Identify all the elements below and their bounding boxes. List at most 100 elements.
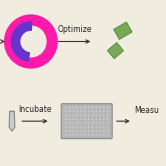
Circle shape — [76, 110, 78, 112]
Circle shape — [91, 107, 93, 109]
Circle shape — [80, 134, 82, 136]
Text: Optimize: Optimize — [57, 25, 92, 34]
Circle shape — [65, 126, 67, 128]
Circle shape — [99, 126, 101, 128]
Circle shape — [76, 122, 78, 124]
FancyBboxPatch shape — [61, 104, 112, 139]
Circle shape — [76, 114, 78, 116]
Circle shape — [72, 134, 74, 136]
Circle shape — [84, 130, 86, 132]
Circle shape — [107, 134, 109, 136]
Circle shape — [72, 110, 74, 112]
Circle shape — [72, 118, 74, 120]
Circle shape — [65, 114, 67, 116]
Circle shape — [72, 114, 74, 116]
Circle shape — [107, 114, 109, 116]
Circle shape — [88, 134, 90, 136]
Circle shape — [80, 107, 82, 109]
Circle shape — [95, 122, 97, 124]
Circle shape — [72, 122, 74, 124]
Circle shape — [76, 118, 78, 120]
Circle shape — [103, 107, 105, 109]
Circle shape — [69, 118, 71, 120]
Circle shape — [84, 134, 86, 136]
Text: Measu: Measu — [134, 106, 159, 115]
Circle shape — [95, 114, 97, 116]
Circle shape — [80, 126, 82, 128]
Circle shape — [88, 126, 90, 128]
Circle shape — [103, 114, 105, 116]
Circle shape — [107, 110, 109, 112]
Circle shape — [84, 122, 86, 124]
Circle shape — [91, 126, 93, 128]
Circle shape — [80, 110, 82, 112]
Circle shape — [80, 130, 82, 132]
Circle shape — [99, 114, 101, 116]
Circle shape — [65, 118, 67, 120]
Circle shape — [88, 118, 90, 120]
Circle shape — [84, 118, 86, 120]
Circle shape — [91, 134, 93, 136]
Circle shape — [69, 130, 71, 132]
Circle shape — [107, 126, 109, 128]
Circle shape — [103, 130, 105, 132]
Circle shape — [69, 114, 71, 116]
Circle shape — [76, 134, 78, 136]
Circle shape — [76, 130, 78, 132]
Circle shape — [99, 122, 101, 124]
Circle shape — [69, 107, 71, 109]
Circle shape — [99, 134, 101, 136]
Text: Incubate: Incubate — [18, 105, 52, 114]
Circle shape — [69, 126, 71, 128]
Polygon shape — [107, 42, 124, 59]
Circle shape — [95, 110, 97, 112]
Circle shape — [65, 110, 67, 112]
Circle shape — [95, 107, 97, 109]
Circle shape — [69, 110, 71, 112]
Circle shape — [99, 130, 101, 132]
Circle shape — [65, 122, 67, 124]
Circle shape — [84, 114, 86, 116]
Circle shape — [95, 134, 97, 136]
Circle shape — [95, 126, 97, 128]
Circle shape — [103, 126, 105, 128]
Circle shape — [76, 107, 78, 109]
Circle shape — [103, 122, 105, 124]
Circle shape — [91, 110, 93, 112]
Circle shape — [65, 134, 67, 136]
Circle shape — [99, 107, 101, 109]
Circle shape — [65, 107, 67, 109]
Circle shape — [107, 118, 109, 120]
Circle shape — [84, 110, 86, 112]
Circle shape — [76, 126, 78, 128]
Circle shape — [91, 118, 93, 120]
Circle shape — [88, 122, 90, 124]
Circle shape — [72, 126, 74, 128]
Circle shape — [95, 130, 97, 132]
Circle shape — [84, 107, 86, 109]
Circle shape — [103, 110, 105, 112]
Circle shape — [72, 107, 74, 109]
Circle shape — [80, 118, 82, 120]
Circle shape — [72, 130, 74, 132]
Circle shape — [103, 118, 105, 120]
Polygon shape — [9, 111, 15, 131]
Circle shape — [99, 118, 101, 120]
Circle shape — [69, 122, 71, 124]
Circle shape — [91, 114, 93, 116]
Circle shape — [88, 130, 90, 132]
Circle shape — [69, 134, 71, 136]
Circle shape — [88, 107, 90, 109]
Circle shape — [107, 130, 109, 132]
Circle shape — [99, 110, 101, 112]
Circle shape — [103, 134, 105, 136]
Circle shape — [80, 122, 82, 124]
Circle shape — [91, 122, 93, 124]
Circle shape — [107, 107, 109, 109]
Circle shape — [84, 126, 86, 128]
Circle shape — [91, 130, 93, 132]
Circle shape — [80, 114, 82, 116]
Circle shape — [88, 110, 90, 112]
Circle shape — [65, 130, 67, 132]
Circle shape — [88, 114, 90, 116]
